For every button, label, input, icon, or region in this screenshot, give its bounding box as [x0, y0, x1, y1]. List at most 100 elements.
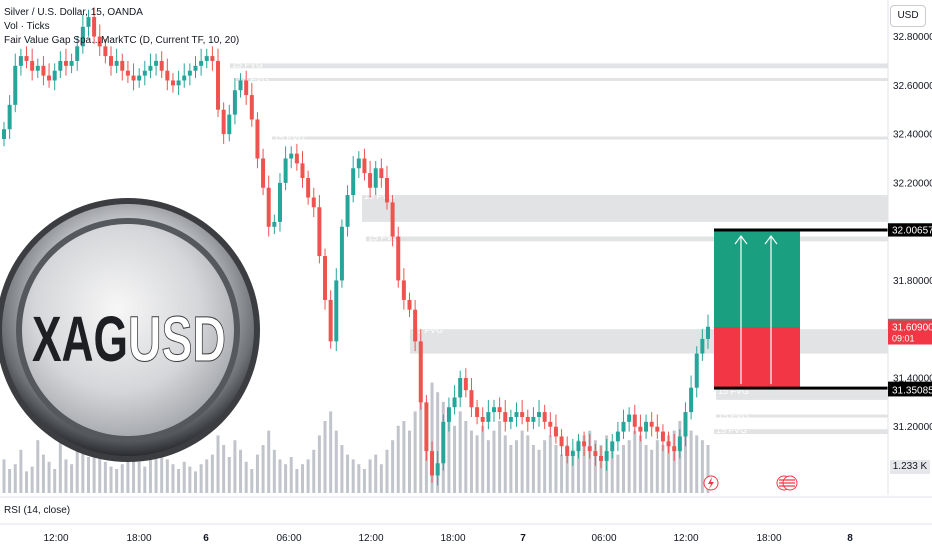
- candle-body: [576, 441, 581, 452]
- candle-body: [7, 104, 12, 130]
- price-tick-label: 31.20000: [893, 422, 932, 433]
- volume-bar: [391, 440, 395, 493]
- lightning-glyph: [708, 477, 714, 489]
- candle-body: [47, 75, 52, 81]
- candle-body: [311, 197, 316, 208]
- volume-bar: [706, 445, 710, 493]
- volume-bar: [700, 440, 704, 493]
- fvg-label: 15 FVG: [364, 191, 395, 201]
- volume-bar: [464, 421, 468, 493]
- volume-bar: [25, 471, 29, 493]
- volume-bar: [92, 440, 96, 493]
- volume-bar: [47, 461, 51, 493]
- candle-body: [317, 207, 322, 257]
- volume-bar: [227, 457, 231, 493]
- candle-body: [176, 80, 181, 86]
- target-zone: [714, 230, 800, 327]
- fvg-band: [236, 78, 888, 82]
- price-label-value: 32.00657: [892, 226, 932, 237]
- fvg-band: [716, 390, 888, 400]
- candle-body: [424, 402, 429, 452]
- time-axis[interactable]: 12:00 18:00 6 06:00 12:00 18:00 7 06:00 12:00 18:…: [43, 533, 853, 544]
- fvg-indicator-legend[interactable]: Fair Value Gap Spa…MarkTC (D, Current TF…: [4, 35, 240, 46]
- volume-bar: [374, 454, 378, 493]
- volume-bar: [548, 435, 552, 493]
- candle-body: [306, 178, 311, 198]
- candle-body: [272, 221, 277, 227]
- logo-text: XAG USD: [32, 303, 227, 376]
- logo-text-usd: USD: [128, 303, 226, 375]
- candle-body: [401, 280, 406, 300]
- rsi-legend[interactable]: RSI (14, close): [4, 505, 71, 516]
- volume-bar: [453, 425, 457, 493]
- currency-button[interactable]: USD: [890, 5, 926, 27]
- volume-bar: [357, 464, 361, 493]
- candle-body: [441, 421, 446, 464]
- price-label-countdown: 09:01: [892, 333, 915, 343]
- candle-body: [508, 416, 513, 422]
- candle-body: [452, 397, 457, 408]
- volume-bar: [205, 459, 209, 493]
- candle-body: [2, 129, 6, 139]
- volume-bar: [2, 459, 6, 493]
- volume-bar: [58, 433, 62, 493]
- volume-bar: [137, 461, 141, 493]
- volume-bar: [492, 430, 496, 493]
- candle-body: [334, 280, 339, 342]
- candle-body: [283, 158, 288, 183]
- stop-zone: [714, 326, 800, 389]
- volume-bar: [182, 461, 186, 493]
- candle-body: [548, 421, 553, 427]
- candle-body: [103, 46, 108, 57]
- candle-body: [706, 326, 710, 339]
- volume-bar: [239, 449, 243, 493]
- volume-bar: [148, 457, 152, 493]
- volume-bar: [103, 461, 107, 493]
- volume-bar: [19, 449, 23, 493]
- volume-legend[interactable]: Vol · Ticks: [4, 21, 50, 32]
- chart-legend: Silver / U.S. Dollar, 15, OANDA Vol · Ti…: [4, 6, 239, 48]
- price-tick-label: 31.40000: [893, 373, 932, 384]
- candle-body: [300, 163, 305, 179]
- fvg-band: [714, 429, 888, 435]
- volume-bar: [346, 454, 350, 493]
- volume-bar: [588, 430, 592, 493]
- event-markers[interactable]: [703, 475, 798, 491]
- symbol-title[interactable]: Silver / U.S. Dollar, 15, OANDA: [4, 7, 143, 18]
- volume-bar: [683, 425, 687, 493]
- candle-body: [469, 390, 474, 408]
- candle-body: [58, 60, 63, 71]
- candle-body: [165, 70, 170, 81]
- candle-body: [593, 451, 598, 456]
- volume-bar: [362, 469, 366, 493]
- long-position-tool[interactable]: [714, 228, 888, 390]
- candle-body: [131, 75, 136, 81]
- volume-bar: [593, 440, 597, 493]
- candle-body: [204, 56, 209, 61]
- volume-bar: [616, 454, 620, 493]
- time-tick-label: 06:00: [591, 533, 616, 544]
- volume-bar: [385, 449, 389, 493]
- volume-bar: [312, 449, 316, 493]
- volume-bar: [509, 445, 513, 493]
- volume-bar: [165, 459, 169, 493]
- candle-body: [328, 299, 333, 342]
- candle-body: [694, 353, 699, 388]
- volume-bar: [64, 459, 68, 493]
- volume-bar: [689, 430, 693, 493]
- volume-bar: [537, 449, 541, 493]
- volume-bar: [300, 464, 304, 493]
- candle-body: [486, 412, 491, 422]
- volume-bar: [13, 464, 17, 493]
- volume-bar: [661, 445, 665, 493]
- fvg-zones: 15 FVG 15 FVG 15 FVG 15 FVG 15 FVG 15 FVG 15 F…: [230, 59, 888, 435]
- candle-body: [277, 182, 282, 222]
- volume-bar: [329, 411, 333, 493]
- price-axis[interactable]: 32.80000 32.60000 32.40000 32.20000 31.80000…: [887, 0, 932, 495]
- volume-bar: [334, 430, 338, 493]
- volume-bar: [379, 464, 383, 493]
- price-tick-label: 32.20000: [893, 178, 932, 189]
- volume-bar: [160, 454, 164, 493]
- volume-bar: [515, 440, 519, 493]
